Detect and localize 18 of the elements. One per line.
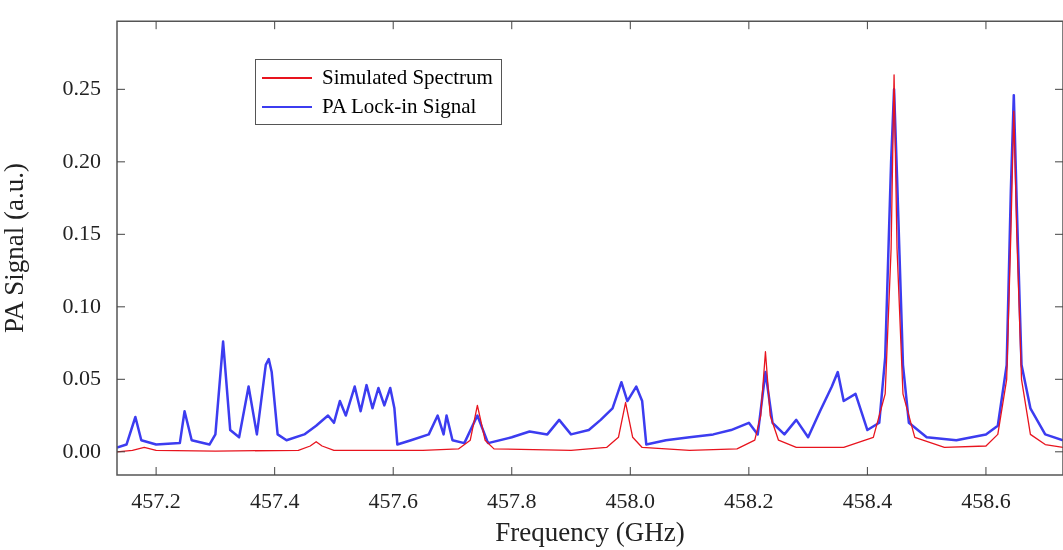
legend-label: PA Lock-in Signal [322, 93, 477, 120]
y-axis-title: PA Signal (a.u.) [0, 163, 30, 334]
x-tick-label: 457.2 [131, 487, 181, 513]
y-tick-label: 0.05 [62, 365, 101, 391]
x-tick-label: 457.6 [368, 487, 418, 513]
y-tick-label: 0.10 [62, 292, 101, 318]
x-tick-label: 458.2 [724, 487, 774, 513]
x-tick-label: 457.8 [487, 487, 537, 513]
x-tick-label: 458.4 [842, 487, 893, 513]
x-tick-label: 458.6 [961, 487, 1011, 513]
legend-label: Simulated Spectrum [322, 64, 493, 91]
y-tick-label: 0.00 [62, 437, 101, 463]
y-tick-label: 0.25 [62, 75, 101, 101]
x-tick-label: 457.4 [249, 487, 300, 513]
y-tick-label: 0.20 [62, 147, 101, 173]
x-tick-label: 458.0 [605, 487, 656, 513]
y-tick-label: 0.15 [62, 220, 101, 246]
x-axis-title: Frequency (GHz) [495, 516, 685, 547]
